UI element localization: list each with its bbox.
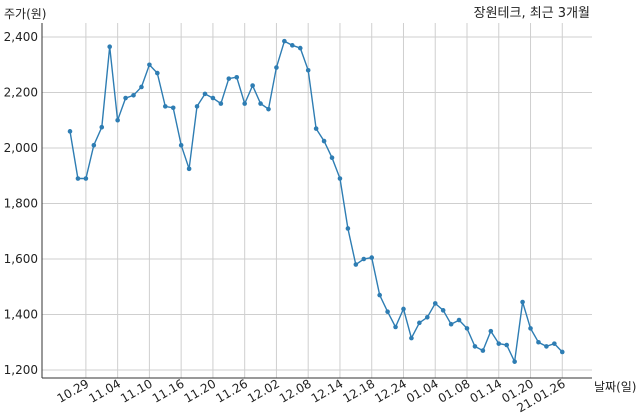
x-tick-label: 01.04 bbox=[404, 376, 441, 405]
data-point bbox=[409, 335, 414, 341]
data-point bbox=[544, 344, 549, 349]
data-point bbox=[147, 62, 152, 68]
data-point bbox=[99, 124, 105, 130]
data-point bbox=[266, 106, 271, 112]
data-point bbox=[401, 306, 406, 312]
data-point bbox=[186, 166, 192, 172]
x-tick-labels: 10.2911.0411.1011.1611.2011.2612.0212.08… bbox=[55, 376, 568, 415]
data-point bbox=[393, 324, 398, 330]
data-point bbox=[321, 138, 327, 144]
grid bbox=[42, 23, 592, 378]
y-tick-label: 1,600 bbox=[4, 252, 38, 266]
data-point bbox=[226, 76, 232, 81]
data-point bbox=[202, 91, 208, 97]
data-point bbox=[242, 101, 247, 106]
data-point bbox=[274, 65, 279, 70]
data-point bbox=[258, 101, 263, 106]
x-tick-label: 12.18 bbox=[340, 376, 377, 405]
data-point bbox=[123, 95, 128, 101]
data-point bbox=[377, 292, 382, 298]
data-point bbox=[75, 176, 81, 181]
data-point bbox=[480, 348, 486, 353]
x-tick-label: 12.24 bbox=[372, 376, 409, 405]
data-point bbox=[139, 84, 144, 90]
data-point bbox=[448, 321, 454, 327]
data-point bbox=[290, 43, 295, 48]
x-tick-label: 01.14 bbox=[468, 376, 505, 405]
y-tick-label: 2,200 bbox=[4, 86, 38, 100]
data-point bbox=[353, 262, 359, 267]
data-point bbox=[361, 256, 367, 262]
x-tick-label: 01.08 bbox=[436, 376, 473, 405]
data-point bbox=[528, 326, 533, 331]
y-tick-label: 1,800 bbox=[4, 197, 38, 211]
data-point bbox=[329, 155, 335, 161]
x-tick-label: 11.26 bbox=[213, 376, 250, 405]
y-tick-label: 2,400 bbox=[4, 30, 38, 44]
data-point bbox=[496, 341, 502, 346]
data-point bbox=[369, 255, 375, 260]
data-point bbox=[162, 104, 168, 109]
x-tick-label: 11.20 bbox=[182, 376, 219, 405]
data-point bbox=[250, 83, 255, 88]
data-point bbox=[464, 326, 470, 331]
y-tick-label: 2,000 bbox=[4, 141, 38, 155]
price-points bbox=[67, 38, 565, 364]
data-point bbox=[107, 44, 112, 50]
y-tick-labels: 1,200 1,400 1,600 1,800 2,000 2,200 2,400 bbox=[4, 30, 38, 377]
y-tick-label: 1,400 bbox=[4, 308, 38, 322]
x-tick-label: 11.04 bbox=[86, 376, 123, 405]
x-axis-label: 날짜(일) bbox=[594, 380, 636, 394]
data-point bbox=[472, 344, 478, 349]
data-point bbox=[131, 92, 136, 98]
data-point bbox=[210, 95, 216, 101]
data-point bbox=[337, 176, 343, 181]
x-tick-label: 12.02 bbox=[245, 376, 282, 405]
data-point bbox=[313, 126, 319, 131]
chart-title: 장원테크, 최근 3개월 bbox=[474, 6, 590, 21]
data-point bbox=[67, 129, 73, 134]
data-point bbox=[520, 299, 525, 305]
y-tick-label: 1,200 bbox=[4, 363, 38, 377]
data-point bbox=[218, 101, 224, 106]
data-point bbox=[504, 342, 510, 348]
x-tick-label: 12.08 bbox=[277, 376, 314, 405]
data-point bbox=[155, 70, 160, 76]
data-point bbox=[297, 45, 303, 51]
y-axis-label: 주가(원) bbox=[4, 7, 46, 21]
data-point bbox=[115, 117, 120, 123]
data-point bbox=[194, 104, 200, 109]
data-point bbox=[178, 142, 184, 148]
data-point bbox=[512, 359, 517, 364]
price-line bbox=[69, 40, 563, 365]
x-tick-label: 11.10 bbox=[118, 376, 155, 405]
data-point bbox=[552, 341, 557, 346]
data-point bbox=[91, 142, 97, 148]
data-point bbox=[456, 317, 462, 323]
data-point bbox=[432, 301, 438, 306]
data-point bbox=[170, 105, 176, 111]
data-point bbox=[488, 328, 494, 334]
data-point bbox=[536, 339, 541, 345]
data-point bbox=[345, 226, 351, 231]
data-point bbox=[234, 74, 240, 80]
x-tick-label: 11.16 bbox=[150, 376, 187, 405]
data-point bbox=[559, 349, 565, 355]
data-point bbox=[385, 309, 390, 315]
data-point bbox=[282, 38, 287, 44]
data-point bbox=[305, 68, 311, 73]
data-point bbox=[83, 176, 89, 181]
data-point bbox=[440, 308, 446, 313]
x-tick-label: 10.29 bbox=[55, 376, 92, 405]
x-tick-label: 12.14 bbox=[309, 376, 346, 405]
data-point bbox=[425, 314, 430, 320]
data-point bbox=[417, 320, 422, 326]
